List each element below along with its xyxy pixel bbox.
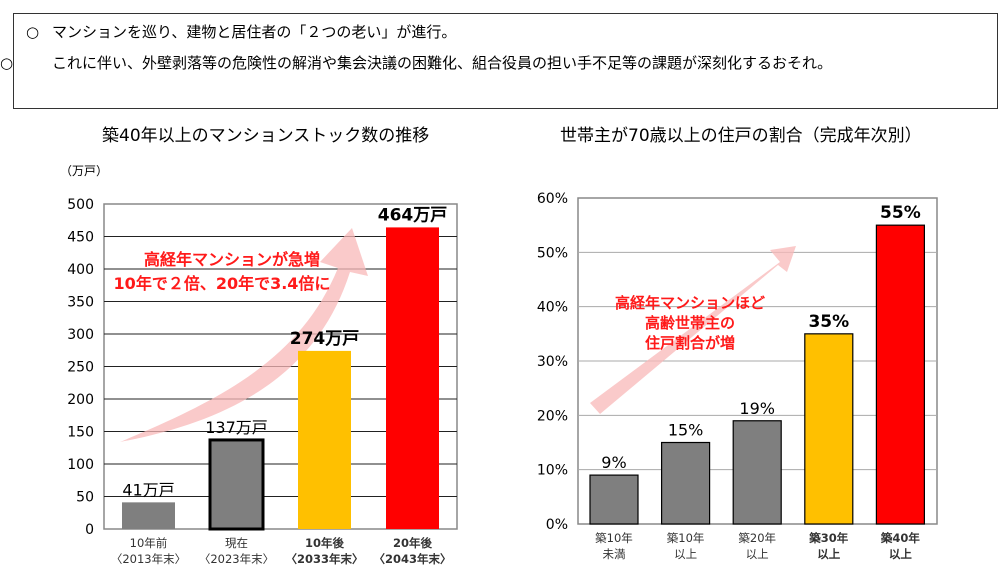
y-tick-label: 300: [67, 327, 94, 343]
trend-arrow: [590, 246, 796, 414]
bar: [804, 333, 854, 525]
y-tick-label: 150: [67, 425, 94, 441]
data-label: 274万戸: [290, 329, 360, 349]
data-label: 464万戸: [378, 205, 448, 225]
bar: [589, 474, 639, 525]
data-label: 41万戸: [122, 480, 174, 499]
data-label: 137万戸: [205, 418, 268, 437]
y-tick-label: 0%: [546, 517, 568, 533]
y-tick-label: 200: [67, 392, 94, 408]
annotation-text: 高経年マンションほど: [615, 294, 765, 312]
bullet-marker: ○: [26, 23, 40, 41]
x-tick-label: 10年前: [130, 536, 168, 550]
y-tick-label: 20%: [537, 408, 568, 424]
y-tick-label: 10%: [537, 463, 568, 479]
bar: [660, 441, 711, 525]
bullet-2: ○ これに伴い、外壁剥落等の危険性の解消や集会決議の困難化、組合役員の担い手不足等…: [0, 52, 1008, 74]
y-tick-label: 60%: [537, 191, 568, 207]
y-tick-label: 350: [67, 295, 94, 311]
left-chart-unit: （万戸）: [60, 164, 109, 178]
left-chart-title: 築40年以上のマンションストック数の推移: [102, 126, 430, 146]
y-tick-label: 0: [85, 522, 94, 538]
x-tick-label: 〈2033年末〉: [285, 552, 363, 566]
x-tick-label: 以上: [746, 547, 769, 561]
data-label: 15%: [668, 421, 704, 440]
annotation-text: 高齢世帯主の: [645, 314, 735, 332]
bar: [386, 227, 439, 529]
bullet-1: ○ マンションを巡り、建物と居住者の「２つの老い」が進行。: [26, 21, 456, 43]
y-tick-label: 30%: [537, 354, 568, 370]
x-tick-label: 築30年: [808, 531, 849, 545]
y-tick-label: 50: [76, 490, 94, 506]
x-tick-label: 築10年: [595, 531, 633, 545]
bar: [732, 420, 782, 525]
x-tick-label: 現在: [225, 536, 248, 550]
x-tick-label: 以上: [817, 547, 840, 561]
bar: [122, 502, 175, 529]
bullet-text: これに伴い、外壁剥落等の危険性の解消や集会決議の困難化、組合役員の担い手不足等の…: [52, 54, 833, 72]
x-tick-label: 築40年: [880, 531, 921, 545]
y-tick-label: 40%: [537, 300, 568, 316]
x-tick-label: 〈2023年末〉: [199, 552, 274, 566]
x-tick-label: 20年後: [393, 536, 433, 550]
data-label: 35%: [808, 312, 849, 332]
summary-box: ○ マンションを巡り、建物と居住者の「２つの老い」が進行。 ○ これに伴い、外壁剥落…: [0, 13, 998, 109]
bullet-text: マンションを巡り、建物と居住者の「２つの老い」が進行。: [52, 23, 457, 41]
data-label: 19%: [739, 399, 775, 418]
y-tick-label: 450: [67, 230, 94, 246]
y-tick-label: 100: [67, 457, 94, 473]
x-tick-label: 以上: [889, 547, 912, 561]
right-chart-title: 世帯主が70歳以上の住戸の割合（完成年次別）: [560, 126, 922, 146]
x-tick-label: 築10年: [667, 531, 705, 545]
x-tick-label: 10年後: [305, 536, 345, 550]
bar: [875, 224, 926, 525]
y-tick-label: 500: [67, 197, 94, 213]
y-tick-label: 250: [67, 360, 94, 376]
bar: [298, 350, 351, 529]
annotation-text: 高経年マンションが急増: [144, 250, 320, 269]
data-label: 9%: [601, 453, 626, 472]
x-tick-label: 未満: [603, 547, 626, 561]
data-label: 55%: [880, 203, 921, 223]
y-tick-label: 400: [67, 262, 94, 278]
y-tick-label: 50%: [537, 245, 568, 261]
annotation-text: 住戸割合が増: [645, 334, 735, 352]
bullet-marker: ○: [0, 54, 14, 72]
bar: [208, 438, 265, 531]
trend-arrow: [120, 228, 368, 442]
annotation-text: 10年で２倍、20年で3.4倍に: [114, 274, 331, 293]
x-tick-label: 〈2043年末〉: [373, 552, 451, 566]
x-tick-label: 〈2013年末〉: [111, 552, 186, 566]
x-tick-label: 以上: [674, 547, 697, 561]
x-tick-label: 築20年: [738, 531, 776, 545]
